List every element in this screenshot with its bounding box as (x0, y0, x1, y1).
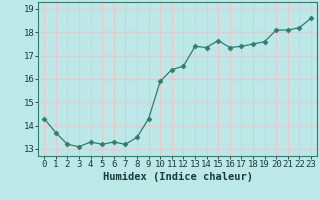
X-axis label: Humidex (Indice chaleur): Humidex (Indice chaleur) (103, 172, 252, 182)
